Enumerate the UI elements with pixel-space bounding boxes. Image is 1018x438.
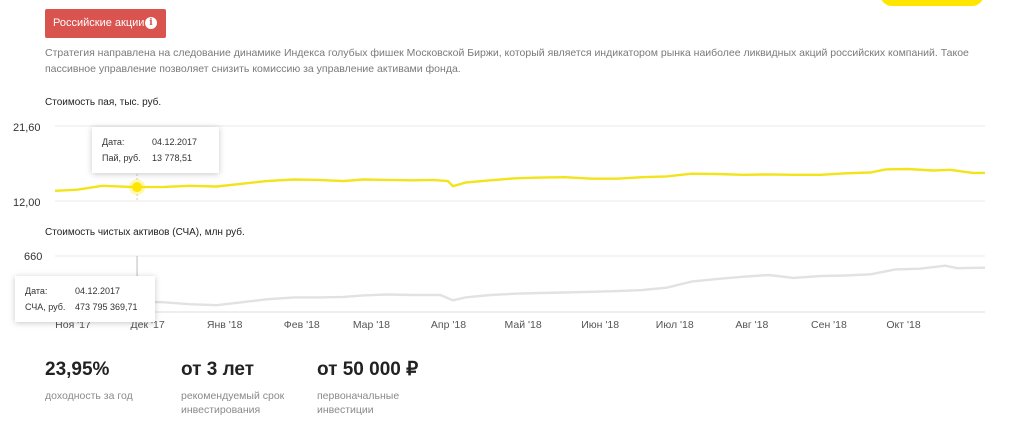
stat-min-investment: от 50 000 ₽ первоначальные инвестиции (317, 357, 418, 417)
stat-caption: первоначальные инвестиции (317, 390, 400, 416)
stat-value: от 3 лет (181, 359, 255, 380)
tooltip-value: 13 778,51 (152, 153, 193, 163)
category-badge[interactable]: Российские акции i (45, 9, 166, 38)
stat-caption: доходность за год (45, 390, 133, 402)
y-tick-label: 12,00 (13, 197, 41, 209)
highlight-point[interactable] (132, 182, 143, 193)
x-tick-label: Дек '17 (131, 319, 165, 331)
stat-value: 23,95% (45, 359, 110, 380)
info-icon[interactable]: i (145, 17, 157, 29)
stat-recommended-term: от 3 лет рекомендуемый срок инвестировани… (181, 357, 284, 417)
category-badge-label: Российские акции (53, 17, 145, 29)
tooltip-value-label: Пай, руб. (102, 153, 141, 163)
header-action-button[interactable] (880, 0, 984, 6)
stat-value: от 50 000 ₽ (317, 359, 419, 380)
x-tick-label: Ноя '17 (55, 319, 91, 331)
x-tick-label: Янв '18 (207, 319, 243, 331)
unit-price-chart-title: Стоимость пая, тыс. руб. (45, 97, 162, 108)
tooltip-value-label: СЧА, руб. (25, 302, 66, 312)
stat-caption: рекомендуемый срок инвестирования (181, 390, 285, 416)
tooltip-date-label: Дата: (102, 137, 125, 147)
tooltip-value: 473 795 369,71 (75, 302, 138, 312)
x-tick-label: Апр '18 (431, 319, 466, 331)
unit-price-series-line[interactable] (54, 167, 985, 192)
y-tick-label: 660 (24, 251, 42, 263)
tooltip-date: 04.12.2017 (75, 286, 121, 296)
x-tick-label: Май '18 (504, 319, 541, 331)
nav-tooltip: Дата: 04.12.2017 СЧА, руб. 473 795 369,71 (15, 276, 155, 322)
x-tick-label: Фев '18 (284, 319, 320, 331)
nav-series-line[interactable] (54, 264, 986, 307)
stat-annual-yield: 23,95% доходность за год (45, 357, 133, 403)
x-tick-label: Авг '18 (735, 319, 768, 331)
nav-chart-title: Стоимость чистых активов (СЧА), млн руб. (45, 227, 245, 238)
unit-price-tooltip: Дата: 04.12.2017 Пай, руб. 13 778,51 (92, 127, 219, 173)
x-tick-label: Окт '18 (886, 319, 920, 331)
fund-description: Стратегия направлена на следование динам… (45, 47, 969, 75)
x-tick-label: Июл '18 (656, 319, 694, 331)
x-tick-label: Мар '18 (353, 319, 390, 331)
y-tick-label: 21,60 (13, 122, 41, 134)
charts-canvas[interactable]: 21,60 12,00 660 Ноя '17 Дек '17 Янв '18 Фев '1… (0, 0, 1018, 345)
tooltip-date-label: Дата: (25, 286, 48, 296)
tooltip-date: 04.12.2017 (152, 137, 198, 147)
x-tick-label: Сен '18 (811, 319, 847, 331)
x-tick-label: Июн '18 (581, 319, 619, 331)
